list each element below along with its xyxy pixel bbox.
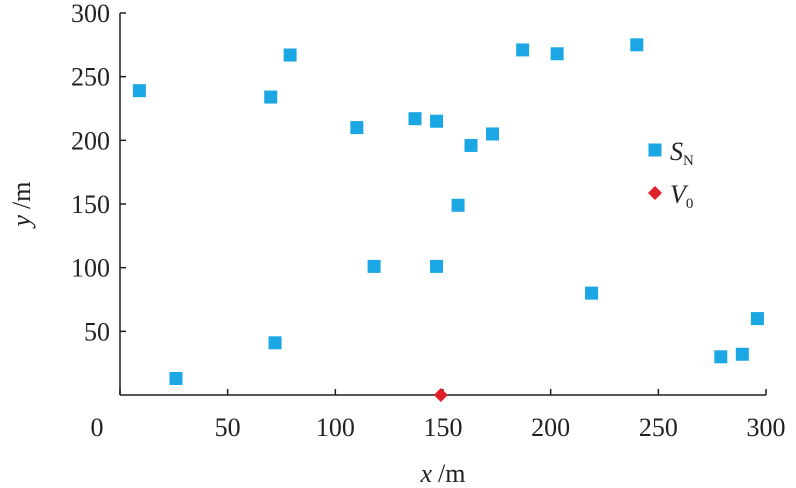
legend-marker [648,143,662,157]
y-tick-label: 150 [71,190,110,219]
point [714,350,728,364]
point [430,259,444,273]
x-tick-label: 150 [424,413,463,442]
point [735,347,749,361]
y-axis-symbol: y [7,215,36,230]
legend-name: V [670,180,689,209]
point [451,198,465,212]
x-tick-label: 200 [531,413,570,442]
y-tick-label: 250 [71,63,110,92]
point [433,388,448,402]
point [486,127,500,141]
point [169,371,183,385]
y-tick-label: 50 [84,317,110,346]
point [268,336,282,350]
y-axis-unit: /m [7,182,36,209]
point [132,84,146,98]
point [430,114,444,128]
legend-label: SN [670,137,694,169]
point [464,138,478,152]
x-tick-label: 50 [215,413,241,442]
point [264,90,278,104]
y-tick-label: 200 [71,126,110,155]
legend-subscript: N [683,153,694,169]
x-axis-symbol: x [420,459,433,488]
x-axis-unit: /m [438,459,465,488]
point [750,312,764,326]
x-axis-label: x/m [420,459,466,488]
legend-label: V0 [670,180,693,212]
legend-marker [648,186,662,200]
point [585,286,599,300]
point [367,259,381,273]
x-tick-label: 100 [316,413,355,442]
y-tick-label: 100 [71,254,110,283]
point [350,121,364,135]
x-tick-label: 300 [747,413,786,442]
legend-name: S [670,137,683,166]
point [550,47,564,61]
y-axis-label: y/m [7,182,36,230]
point [283,48,297,62]
point [408,112,422,126]
x-tick-label: 250 [639,413,678,442]
legend-subscript: 0 [686,196,694,212]
point [516,43,530,57]
y-tick-label: 300 [71,0,110,28]
point [630,38,644,52]
x-tick-label: 0 [91,413,104,442]
